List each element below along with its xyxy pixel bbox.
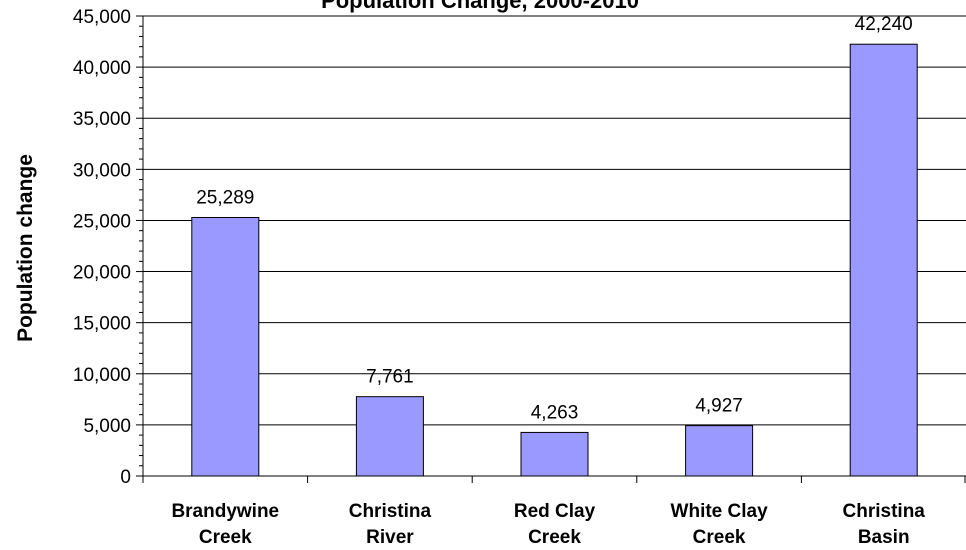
y-tick-label: 10,000 bbox=[73, 365, 131, 386]
y-tick-label: 0 bbox=[120, 467, 131, 488]
gridlines bbox=[143, 15, 966, 426]
y-tick-label: 45,000 bbox=[73, 7, 131, 28]
chart-title: Population Change, 2000-2010 bbox=[321, 0, 639, 13]
y-ticks: 0 5,000 10,000 15,000 20,000 25,000 30,000 35,0… bbox=[73, 7, 143, 488]
x-tick-label: Creek bbox=[528, 527, 581, 548]
y-tick-label: 35,000 bbox=[73, 109, 131, 130]
x-tick-label: Red Clay bbox=[514, 501, 596, 522]
y-tick-label: 20,000 bbox=[73, 263, 131, 284]
axes bbox=[142, 16, 966, 483]
data-label: 25,289 bbox=[196, 187, 254, 208]
x-tick-label: Christina bbox=[349, 501, 432, 522]
data-label: 42,240 bbox=[855, 14, 913, 35]
y-tick-label: 40,000 bbox=[73, 58, 131, 79]
data-label: 4,263 bbox=[531, 402, 579, 423]
data-label: 4,927 bbox=[695, 396, 743, 417]
bar bbox=[849, 43, 918, 477]
bar bbox=[355, 396, 424, 477]
bar bbox=[191, 216, 260, 477]
y-tick-label: 15,000 bbox=[73, 314, 131, 335]
data-label: 7,761 bbox=[366, 367, 414, 388]
x-tick-label: Christina bbox=[843, 501, 926, 522]
bars bbox=[191, 43, 918, 477]
x-tick-label: White Clay bbox=[671, 501, 769, 522]
data-labels: 25,289 7,761 4,263 4,927 42,240 bbox=[196, 14, 913, 423]
y-tick-label: 25,000 bbox=[73, 211, 131, 232]
x-tick-label: Creek bbox=[199, 527, 252, 548]
bar bbox=[520, 431, 589, 477]
x-tick-label: River bbox=[366, 527, 414, 548]
y-tick-label: 30,000 bbox=[73, 160, 131, 181]
bar bbox=[685, 425, 754, 477]
x-tick-label: Creek bbox=[693, 527, 746, 548]
x-tick-labels: Brandywine Creek Christina River Red Clay Cre… bbox=[171, 501, 925, 548]
y-axis-label: Population change bbox=[14, 154, 37, 342]
x-tick-label: Basin bbox=[858, 527, 910, 548]
x-tick-label: Brandywine bbox=[171, 501, 279, 522]
y-tick-label: 5,000 bbox=[83, 416, 131, 437]
